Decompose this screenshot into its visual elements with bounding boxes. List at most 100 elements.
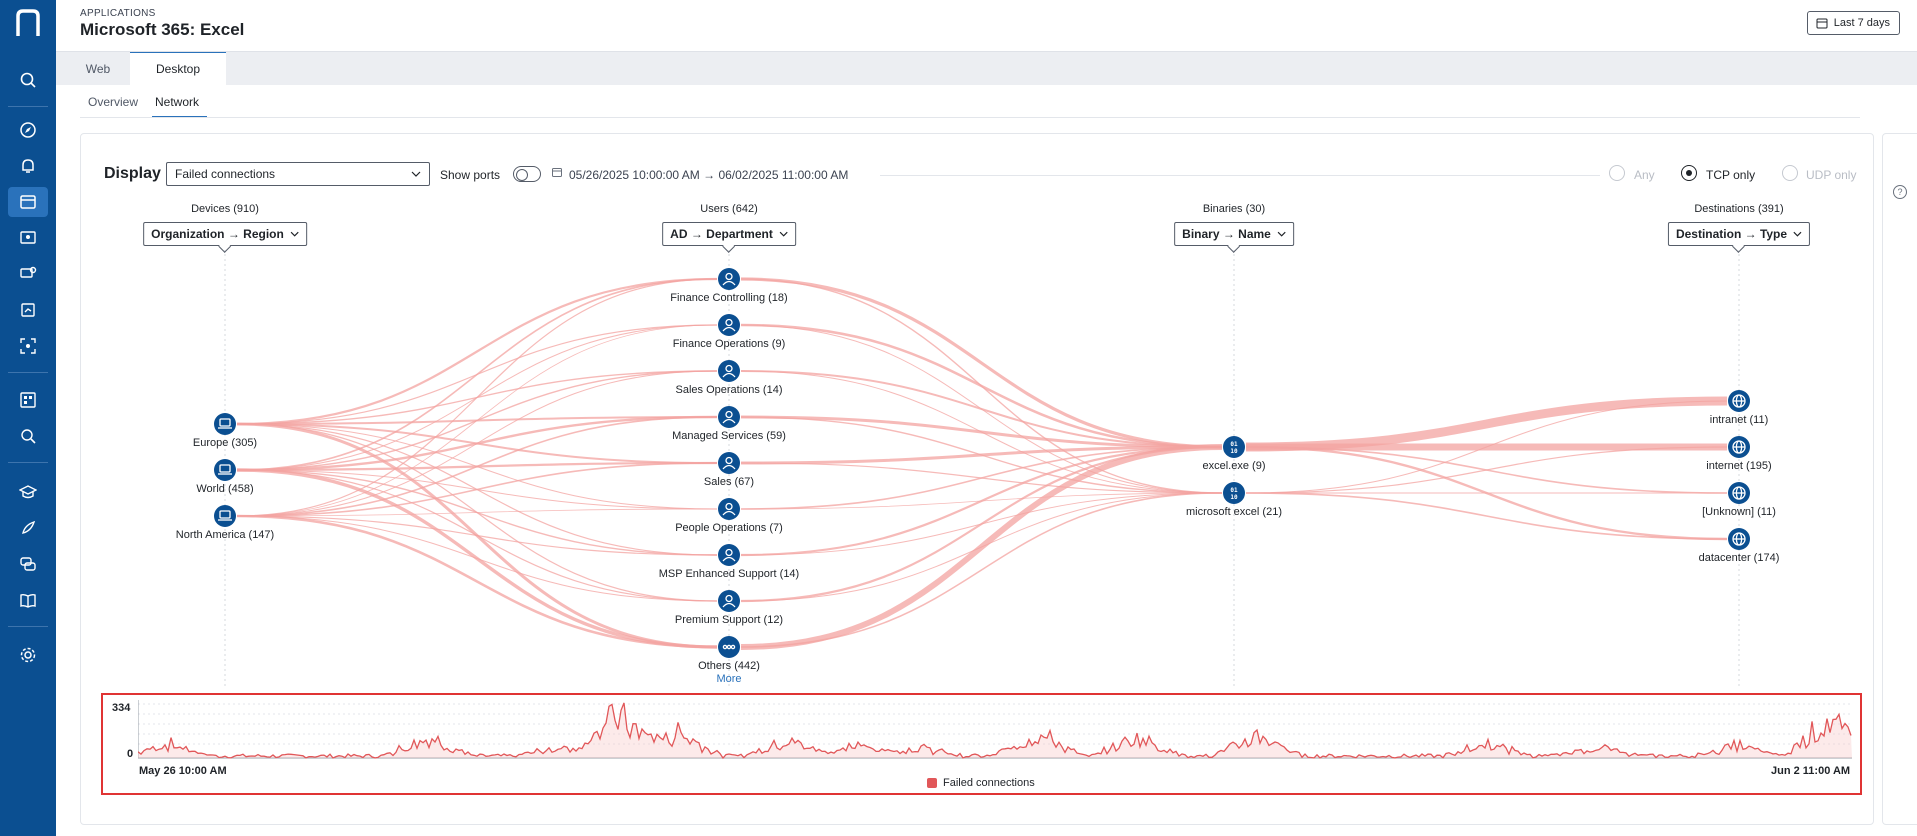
user-node-8[interactable] [718, 636, 740, 658]
compass-icon[interactable] [14, 116, 42, 144]
user-node-1[interactable] [718, 314, 740, 336]
chevron-down-icon [1793, 231, 1802, 237]
link-device-2-user-0[interactable] [236, 278, 718, 517]
timeline-chart[interactable] [138, 700, 1852, 760]
learning-icon[interactable] [14, 478, 42, 506]
show-ports-toggle[interactable] [513, 166, 541, 182]
user-node-0[interactable] [718, 268, 740, 290]
timeline-end-label: Jun 2 11:00 AM [1771, 765, 1851, 777]
protocol-udp-radio[interactable] [1782, 165, 1798, 181]
destination-node-0[interactable] [1728, 390, 1750, 412]
help-icon[interactable]: ? [1893, 185, 1907, 199]
link-user-6-binary-0[interactable] [740, 445, 1223, 557]
timeline-legend[interactable]: Failed connections [927, 777, 1035, 789]
timeline-y-max: 334 [112, 702, 131, 714]
protocol-tcp-radio[interactable] [1681, 165, 1697, 181]
book-icon[interactable] [14, 586, 42, 614]
link-user-8-binary-0[interactable] [740, 444, 1223, 650]
tab-overview[interactable]: Overview [88, 95, 139, 109]
destination-node-2[interactable] [1728, 482, 1750, 504]
link-user-0-binary-0[interactable] [740, 277, 1223, 449]
link-device-2-user-3[interactable] [236, 416, 718, 517]
link-device-2-user-6[interactable] [236, 515, 718, 556]
applications-icon[interactable] [8, 187, 48, 217]
device-node-0[interactable] [214, 413, 236, 435]
devices-grouping-select[interactable]: Organization → Region [143, 222, 307, 253]
users-column-title: Users (642) [700, 203, 758, 215]
user-label-5: People Operations (7) [675, 522, 783, 534]
user-node-7[interactable] [718, 590, 740, 612]
date-range-text: 05/26/2025 10:00:00 AM → 06/02/2025 11:0… [569, 168, 849, 182]
link-binary-1-dest-3[interactable] [1245, 492, 1728, 540]
link-user-2-binary-0[interactable] [740, 370, 1223, 448]
link-user-5-binary-0[interactable] [740, 446, 1223, 510]
timeline-series-line[interactable] [138, 702, 1852, 760]
svg-text:10: 10 [1230, 448, 1238, 455]
tab-network[interactable]: Network [152, 95, 208, 118]
destination-node-3[interactable] [1728, 528, 1750, 550]
devices-grouping-value: Organization → Region [151, 227, 284, 241]
scan-icon[interactable] [14, 332, 42, 360]
show-ports-label: Show ports [440, 168, 501, 182]
user-label-2: Sales Operations (14) [675, 384, 783, 396]
device-label-0: Europe (305) [192, 437, 258, 449]
chevron-down-icon [411, 171, 421, 177]
reports-icon[interactable] [14, 296, 42, 324]
users-chart-icon[interactable] [14, 224, 42, 252]
bell-icon[interactable] [14, 152, 42, 180]
device-node-2[interactable] [214, 505, 236, 527]
platform-tabs: Web Desktop [56, 52, 1917, 85]
gear-icon[interactable] [14, 641, 42, 669]
link-binary-1-dest-0[interactable] [1245, 400, 1728, 494]
tab-web[interactable]: Web [85, 61, 111, 76]
binary-label-1: microsoft excel (21) [1186, 506, 1282, 518]
dashboard-icon[interactable] [14, 386, 42, 414]
binaries-grouping-select[interactable]: Binary → Name [1174, 222, 1294, 253]
link-device-2-user-1[interactable] [236, 324, 718, 517]
chat-icon[interactable] [14, 550, 42, 578]
link-device-2-user-8[interactable] [236, 514, 718, 649]
app-logo-icon[interactable] [14, 8, 42, 38]
time-range-button[interactable]: Last 7 days [1806, 11, 1900, 35]
breadcrumb[interactable]: APPLICATIONS [80, 8, 156, 19]
destinations-grouping-select[interactable]: Destination → Type [1667, 222, 1811, 253]
link-user-3-binary-0[interactable] [740, 415, 1223, 449]
link-device-0-user-0[interactable] [236, 277, 718, 426]
binaries-grouping-value: Binary → Name [1182, 227, 1271, 241]
page-header: APPLICATIONS Microsoft 365: Excel Last 7… [56, 0, 1917, 52]
users-grouping-select[interactable]: AD → Department [662, 222, 796, 253]
link-user-8-binary-1[interactable] [740, 492, 1223, 648]
link-device-1-user-0[interactable] [236, 278, 718, 471]
user-node-6[interactable] [718, 544, 740, 566]
user-node-4[interactable] [718, 452, 740, 474]
devices-column-title: Devices (910) [191, 203, 259, 215]
link-device-2-user-2[interactable] [236, 370, 718, 517]
user-node-3[interactable] [718, 406, 740, 428]
svg-text:01: 01 [1230, 441, 1238, 448]
tab-desktop[interactable]: Desktop [130, 52, 226, 85]
users-grouping-value: AD → Department [670, 227, 773, 241]
link-binary-0-dest-0[interactable] [1245, 396, 1728, 452]
link-user-1-binary-0[interactable] [740, 323, 1223, 449]
link-device-2-user-5[interactable] [236, 508, 718, 517]
user-node-2[interactable] [718, 360, 740, 382]
devices-icon[interactable] [14, 260, 42, 288]
destination-node-1[interactable] [1728, 436, 1750, 458]
investigate-icon[interactable] [14, 422, 42, 450]
display-metric-select[interactable]: Failed connections [166, 162, 430, 186]
more-users-link[interactable]: More [716, 673, 742, 685]
search-insight-icon[interactable] [14, 66, 42, 94]
link-device-2-user-4[interactable] [236, 462, 718, 517]
link-user-4-binary-0[interactable] [740, 445, 1223, 465]
protocol-any-radio[interactable] [1609, 165, 1625, 181]
user-node-5[interactable] [718, 498, 740, 520]
rocket-icon[interactable] [14, 514, 42, 542]
device-label-2: North America (147) [175, 529, 275, 541]
link-binary-1-dest-1[interactable] [1245, 446, 1728, 494]
user-label-7: Premium Support (12) [674, 614, 784, 626]
device-node-1[interactable] [214, 459, 236, 481]
link-device-2-user-7[interactable] [236, 515, 718, 602]
link-user-7-binary-0[interactable] [740, 445, 1223, 603]
